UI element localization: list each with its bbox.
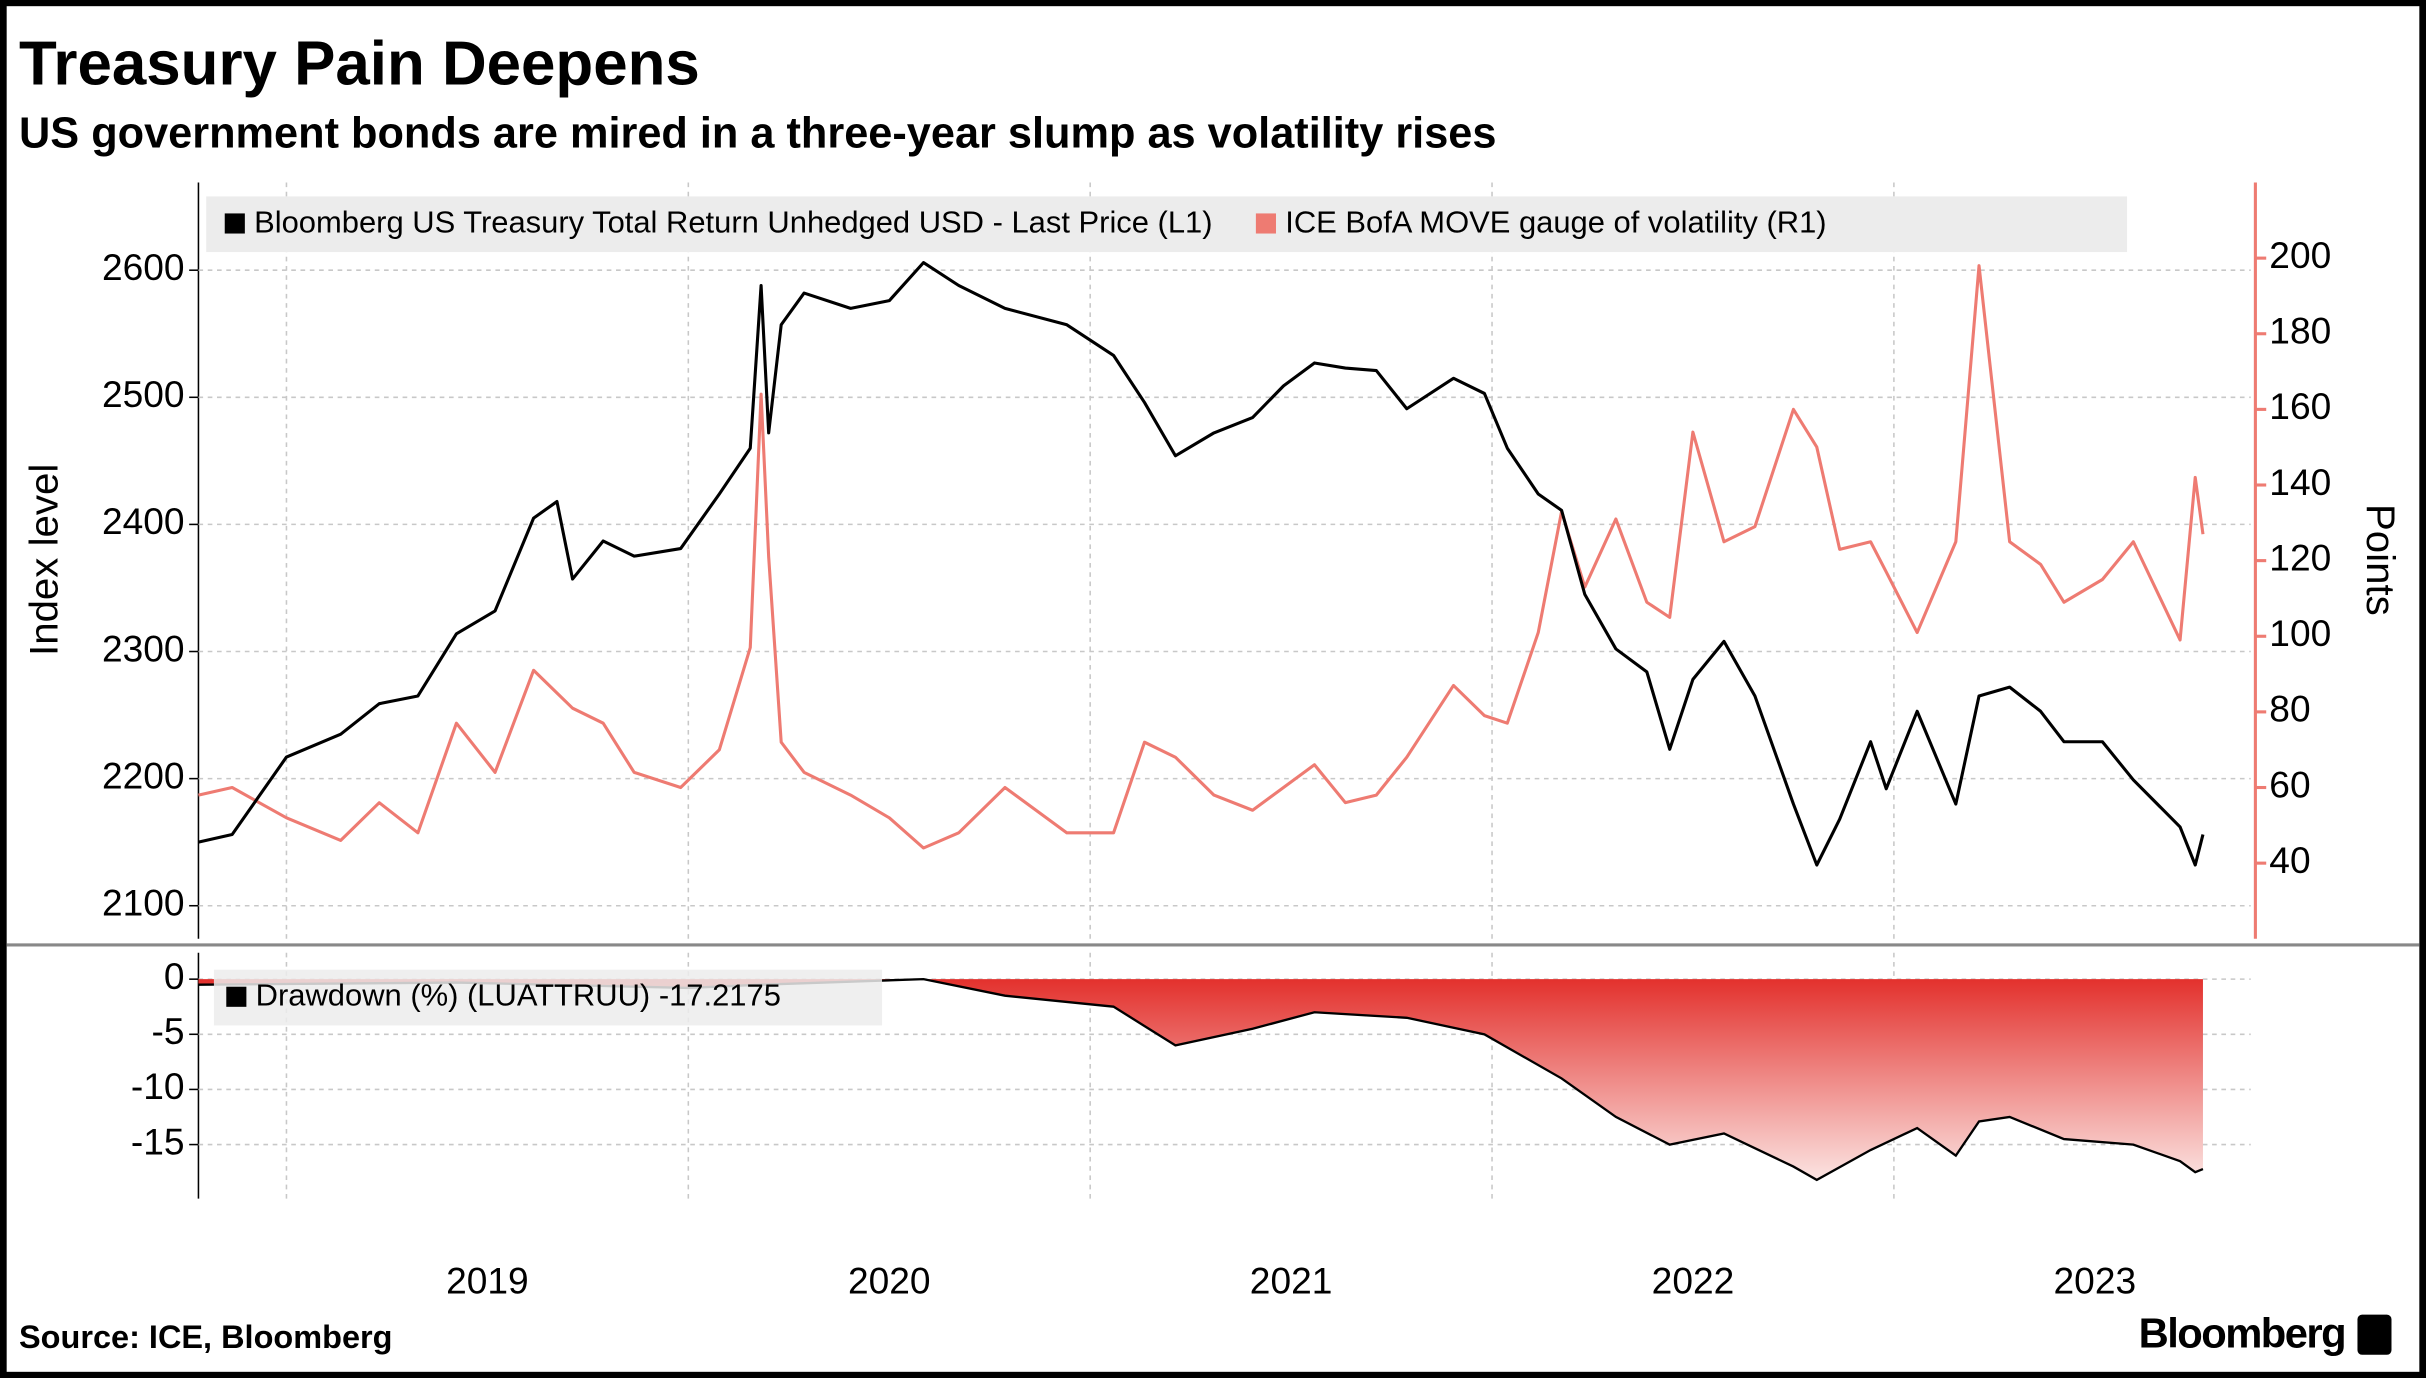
y2-tick-label: 120: [2269, 536, 2331, 578]
y2-tick-label: 140: [2269, 461, 2331, 503]
legend-label: Drawdown (%) (LUATTRUU) -17.2175: [256, 978, 781, 1013]
y2-tick-label: 180: [2269, 310, 2331, 352]
y-tick-label: 2200: [102, 754, 185, 796]
legend-swatch: [226, 986, 247, 1007]
y-tick-label: 2600: [102, 246, 185, 288]
y2-tick-label: 200: [2269, 234, 2331, 276]
y2-tick-label: 100: [2269, 612, 2331, 654]
y-tick-label: 2500: [102, 373, 185, 415]
legend-swatch: [224, 213, 245, 234]
y-tick-label: -15: [131, 1120, 185, 1162]
brand-icon: [2357, 1314, 2392, 1355]
legend-box: [206, 196, 2128, 253]
area-series: [198, 979, 2203, 1180]
x-tick-label: 2020: [848, 1259, 931, 1301]
y2-tick-label: 40: [2269, 839, 2310, 881]
y-tick-label: 2300: [102, 627, 185, 669]
y2-tick-label: 160: [2269, 385, 2331, 427]
y-tick-label: -10: [131, 1065, 185, 1107]
legend-box: [213, 969, 883, 1026]
y-tick-label: 0: [164, 955, 185, 997]
legend-label: Bloomberg US Treasury Total Return Unhed…: [254, 204, 1212, 239]
brand-logo: Bloomberg: [2139, 1309, 2345, 1356]
x-tick-label: 2023: [2054, 1259, 2137, 1301]
y2-tick-label: 60: [2269, 763, 2310, 805]
legend-swatch: [1255, 213, 1276, 234]
legend-label: ICE BofA MOVE gauge of volatility (R1): [1285, 204, 1826, 239]
chart-title: Treasury Pain Deepens: [19, 29, 700, 98]
x-tick-label: 2019: [446, 1259, 529, 1301]
y-tick-label: 2100: [102, 882, 185, 924]
y-tick-label: -5: [152, 1010, 185, 1052]
y2-axis-label: Points: [2358, 504, 2403, 616]
x-tick-label: 2021: [1250, 1259, 1333, 1301]
line-series: [198, 264, 2205, 850]
source: Source: ICE, Bloomberg: [19, 1319, 392, 1355]
y-tick-label: 2400: [102, 500, 185, 542]
y-axis-label: Index level: [22, 464, 67, 656]
chart-subtitle: US government bonds are mired in a three…: [19, 110, 1496, 158]
y2-tick-label: 80: [2269, 688, 2310, 730]
area-line: [198, 977, 2204, 1182]
line-series: [198, 261, 2205, 867]
x-tick-label: 2022: [1652, 1259, 1735, 1301]
